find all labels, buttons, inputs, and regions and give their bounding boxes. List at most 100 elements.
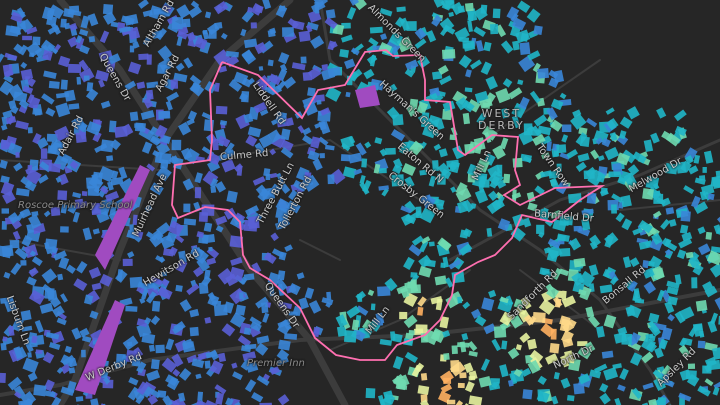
building — [213, 304, 228, 317]
building — [706, 250, 720, 266]
building — [520, 296, 532, 310]
poi-label-school[interactable]: Roscoe Primary School — [18, 200, 133, 211]
building — [642, 188, 654, 200]
building — [527, 360, 541, 374]
building — [373, 163, 381, 174]
building — [27, 165, 33, 170]
building — [520, 32, 529, 42]
building — [31, 256, 43, 267]
building — [479, 97, 493, 109]
building — [13, 346, 24, 360]
building — [250, 22, 257, 29]
building — [566, 149, 579, 159]
building — [245, 135, 258, 147]
building — [155, 124, 168, 139]
building — [430, 328, 446, 344]
building — [69, 5, 80, 13]
building — [241, 9, 255, 23]
building — [468, 395, 483, 405]
building — [431, 71, 443, 80]
building — [401, 163, 416, 177]
building — [83, 294, 94, 305]
building — [668, 219, 677, 227]
building — [457, 296, 463, 304]
building — [122, 258, 133, 267]
building — [488, 170, 504, 187]
building — [480, 4, 488, 14]
building — [716, 227, 720, 237]
building — [695, 299, 708, 312]
building — [704, 364, 712, 373]
building — [127, 61, 142, 75]
building — [39, 302, 54, 314]
building — [474, 315, 487, 327]
building — [431, 14, 443, 27]
building — [443, 352, 450, 361]
building — [512, 17, 527, 31]
building — [128, 376, 139, 386]
building — [99, 185, 109, 195]
building — [660, 218, 671, 230]
building — [5, 116, 17, 125]
building — [545, 353, 559, 365]
building — [548, 170, 560, 179]
building — [499, 296, 509, 304]
building — [110, 21, 119, 28]
building — [463, 362, 474, 374]
building — [79, 44, 90, 55]
building — [182, 178, 194, 191]
building — [522, 217, 532, 228]
building — [203, 222, 213, 233]
building — [549, 342, 560, 354]
building — [278, 52, 290, 65]
building — [42, 49, 53, 61]
building — [278, 216, 291, 229]
building — [296, 272, 305, 280]
building — [538, 299, 556, 315]
building — [707, 193, 715, 201]
building — [243, 327, 252, 336]
building — [599, 284, 613, 294]
building — [705, 231, 713, 240]
building — [550, 98, 564, 111]
building — [285, 117, 294, 127]
building — [352, 0, 367, 11]
building — [462, 301, 471, 310]
building — [171, 353, 184, 367]
building — [249, 316, 262, 327]
building — [57, 55, 71, 68]
building — [559, 247, 571, 257]
building — [129, 111, 139, 122]
building — [614, 397, 623, 405]
building — [437, 237, 452, 251]
building — [632, 227, 643, 236]
building — [415, 362, 425, 373]
building — [190, 82, 201, 94]
building — [548, 77, 560, 89]
building — [707, 320, 718, 333]
building — [60, 18, 67, 28]
building — [379, 148, 388, 157]
building — [61, 354, 75, 366]
building — [653, 376, 667, 392]
building — [532, 62, 541, 73]
building — [197, 391, 204, 401]
building — [215, 181, 227, 193]
building — [50, 396, 62, 405]
building — [594, 363, 608, 374]
building — [575, 132, 588, 146]
building — [45, 331, 60, 340]
building — [345, 91, 351, 98]
building — [446, 399, 456, 405]
poi-label-hotel[interactable]: Premier Inn — [247, 358, 305, 369]
building — [556, 163, 562, 172]
building — [433, 129, 440, 137]
building — [75, 396, 84, 402]
building — [102, 11, 117, 25]
building — [389, 83, 398, 93]
building — [307, 66, 322, 80]
building — [27, 93, 35, 104]
building — [634, 298, 645, 304]
building — [271, 183, 282, 194]
